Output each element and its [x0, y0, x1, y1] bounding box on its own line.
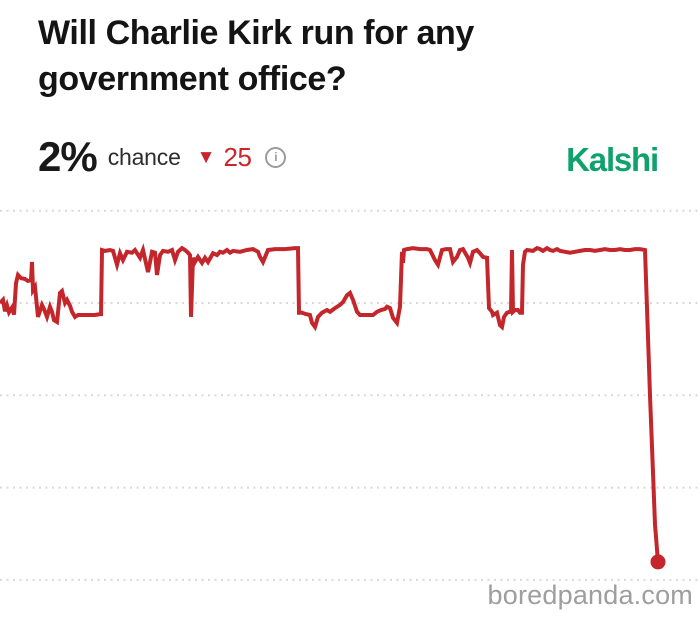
- watermark: boredpanda.com: [487, 580, 693, 610]
- kalshi-logo: Kalshi: [566, 141, 659, 178]
- market-title: Will Charlie Kirk run for any government…: [38, 10, 593, 102]
- stats-row: 2% chance ▼ 25 i: [38, 133, 287, 180]
- price-endpoint-dot: [650, 554, 666, 570]
- market-title-line-1: Will Charlie Kirk run for any: [38, 14, 474, 52]
- info-icon[interactable]: i: [265, 146, 287, 168]
- chance-label: chance: [107, 143, 181, 170]
- chance-value: 2%: [38, 133, 98, 180]
- price-line: [0, 243, 660, 563]
- triangle-down-icon: ▼: [196, 146, 216, 168]
- price-chart-canvas[interactable]: [0, 190, 700, 614]
- market-title-line-2: government office?: [38, 60, 347, 98]
- change-amount: 25: [223, 141, 252, 172]
- price-chart[interactable]: [0, 190, 700, 614]
